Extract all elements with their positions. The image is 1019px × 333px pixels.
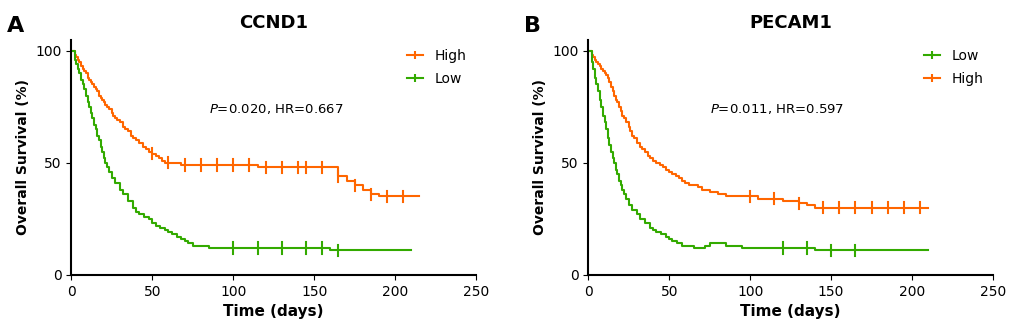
Y-axis label: Overall Survival (%): Overall Survival (%) (15, 79, 30, 235)
Title: CCND1: CCND1 (239, 14, 308, 32)
Text: B: B (523, 16, 540, 36)
Text: $\mathit{P}$=0.011, HR=0.597: $\mathit{P}$=0.011, HR=0.597 (709, 103, 843, 117)
Text: $\mathit{P}$=0.020, HR=0.667: $\mathit{P}$=0.020, HR=0.667 (209, 103, 343, 117)
Y-axis label: Overall Survival (%): Overall Survival (%) (532, 79, 546, 235)
Legend: Low, High: Low, High (920, 47, 985, 88)
Text: A: A (7, 16, 23, 36)
Legend: High, Low: High, Low (404, 47, 469, 88)
X-axis label: Time (days): Time (days) (740, 304, 840, 319)
X-axis label: Time (days): Time (days) (223, 304, 324, 319)
Title: PECAM1: PECAM1 (749, 14, 832, 32)
